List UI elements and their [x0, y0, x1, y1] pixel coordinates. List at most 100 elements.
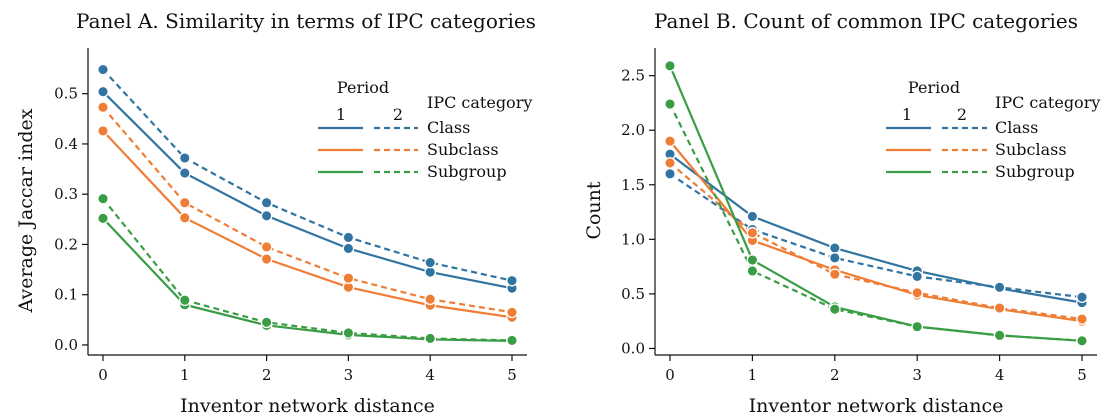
data-point-subgroup-period-1: [746, 254, 759, 266]
legend-label-class: Class: [995, 118, 1038, 137]
data-point-subclass-period-2: [342, 272, 355, 284]
data-point-subclass-period-2: [506, 306, 518, 319]
data-point-class-period-2: [828, 252, 841, 264]
data-point-subclass-period-1: [260, 253, 273, 265]
data-point-subclass-period-2: [746, 226, 759, 239]
x-tick-label: 3: [344, 366, 354, 384]
x-axis-label: Inventor network distance: [749, 395, 1004, 417]
data-point-subclass-period-2: [993, 302, 1006, 314]
data-point-subgroup-period-2: [260, 316, 273, 329]
data-point-subclass-period-2: [664, 157, 676, 169]
data-point-class-period-2: [1076, 291, 1088, 304]
legend: Period 1 2 IPC category Class Subclass Subgrou…: [886, 78, 1100, 181]
y-tick-label: 2.5: [621, 67, 645, 85]
data-point-subclass-period-1: [178, 211, 191, 224]
data-point-subgroup-period-2: [424, 332, 437, 345]
data-point-subclass-period-1: [664, 135, 676, 147]
series-line-subgroup-period-2: [669, 103, 1083, 342]
legend-label-subclass: Subclass: [995, 140, 1067, 159]
series-line-subclass-period-2: [102, 106, 513, 314]
y-tick-label: 0.0: [621, 339, 645, 357]
data-point-subgroup-period-2: [911, 320, 924, 333]
series-line-subgroup-period-1: [102, 217, 513, 343]
data-point-class-period-2: [97, 63, 109, 76]
y-tick-label: 0.5: [621, 285, 645, 303]
data-point-class-period-1: [342, 242, 355, 255]
y-tick-label: 2.0: [621, 121, 645, 139]
data-point-subgroup-period-2: [993, 329, 1006, 342]
data-point-subgroup-period-2: [97, 192, 109, 205]
legend-period-1-label: 1: [336, 105, 346, 124]
data-point-class-period-2: [260, 196, 273, 209]
legend-label-subgroup: Subgroup: [995, 162, 1075, 181]
data-point-class-period-1: [828, 242, 841, 254]
data-point-subclass-period-2: [1076, 313, 1088, 325]
legend-period-title: Period: [908, 78, 960, 97]
legend-category-title: IPC category: [995, 93, 1100, 112]
data-point-class-period-2: [506, 274, 518, 287]
legend-period-1-label: 1: [902, 105, 912, 124]
data-point-subgroup-period-1: [664, 59, 676, 72]
data-point-subclass-period-1: [97, 125, 109, 137]
panel-title: Panel A. Similarity in terms of IPC cate…: [76, 9, 536, 33]
legend: Period 1 2 IPC category Class Subclass Subgrou…: [318, 78, 532, 181]
y-tick-label: 1.5: [621, 176, 645, 194]
x-tick-label: 0: [665, 366, 675, 384]
legend-label-subgroup: Subgroup: [427, 162, 507, 181]
data-point-class-period-2: [342, 231, 355, 244]
data-point-subclass-period-2: [911, 286, 924, 299]
series-line-subgroup-period-2: [102, 198, 513, 342]
y-tick-label: 0.5: [54, 85, 78, 103]
data-point-subgroup-period-2: [828, 303, 841, 316]
data-point-class-period-2: [424, 256, 437, 269]
data-point-class-period-2: [993, 281, 1006, 294]
data-point-class-period-2: [911, 270, 924, 283]
legend-period-2-label: 2: [393, 105, 403, 124]
data-point-class-period-1: [178, 167, 191, 179]
series-line-subclass-period-2: [669, 162, 1083, 321]
data-point-subclass-period-2: [424, 293, 437, 306]
series-line-class-period-2: [669, 172, 1083, 299]
x-axis-label: Inventor network distance: [180, 395, 435, 417]
data-point-subclass-period-2: [828, 268, 841, 281]
y-axis-label: Count: [583, 181, 605, 239]
panel-b: Panel B. Count of common IPC categories 0…: [583, 9, 1100, 417]
x-tick-label: 4: [995, 366, 1005, 384]
x-tick-label: 1: [180, 366, 190, 384]
data-point-subclass-period-2: [260, 241, 273, 253]
data-point-class-period-1: [746, 210, 759, 223]
data-point-subgroup-period-2: [342, 327, 355, 339]
data-point-subgroup-period-2: [178, 294, 191, 307]
panel-title: Panel B. Count of common IPC categories: [654, 9, 1078, 33]
x-tick-label: 2: [830, 366, 840, 384]
series-line-subgroup-period-1: [668, 65, 1083, 342]
data-point-subclass-period-2: [97, 101, 109, 114]
data-point-subclass-period-2: [178, 196, 191, 209]
data-point-subgroup-period-1: [97, 212, 109, 225]
x-tick-label: 4: [425, 366, 435, 384]
legend-category-title: IPC category: [427, 93, 532, 112]
data-point-class-period-1: [424, 266, 437, 278]
legend-label-class: Class: [427, 118, 470, 137]
y-tick-label: 0.2: [54, 235, 78, 253]
y-tick-label: 0.1: [54, 286, 78, 304]
legend-period-2-label: 2: [957, 105, 967, 124]
x-tick-label: 3: [912, 366, 922, 384]
data-point-subgroup-period-2: [506, 334, 518, 347]
data-point-class-period-2: [178, 152, 191, 164]
legend-period-title: Period: [337, 78, 389, 97]
x-tick-label: 0: [98, 366, 108, 384]
y-tick-label: 0.0: [54, 336, 78, 354]
x-tick-label: 5: [1077, 366, 1087, 384]
series-line-subclass-period-1: [102, 130, 513, 319]
legend-label-subclass: Subclass: [427, 140, 499, 159]
data-point-subgroup-period-2: [664, 98, 676, 110]
x-tick-label: 2: [262, 366, 272, 384]
x-tick-label: 5: [507, 366, 517, 384]
y-tick-label: 0.3: [54, 185, 78, 203]
data-point-class-period-1: [97, 85, 109, 98]
series-line-class-period-1: [669, 153, 1083, 304]
y-tick-label: 1.0: [621, 230, 645, 248]
data-point-class-period-1: [260, 209, 273, 222]
